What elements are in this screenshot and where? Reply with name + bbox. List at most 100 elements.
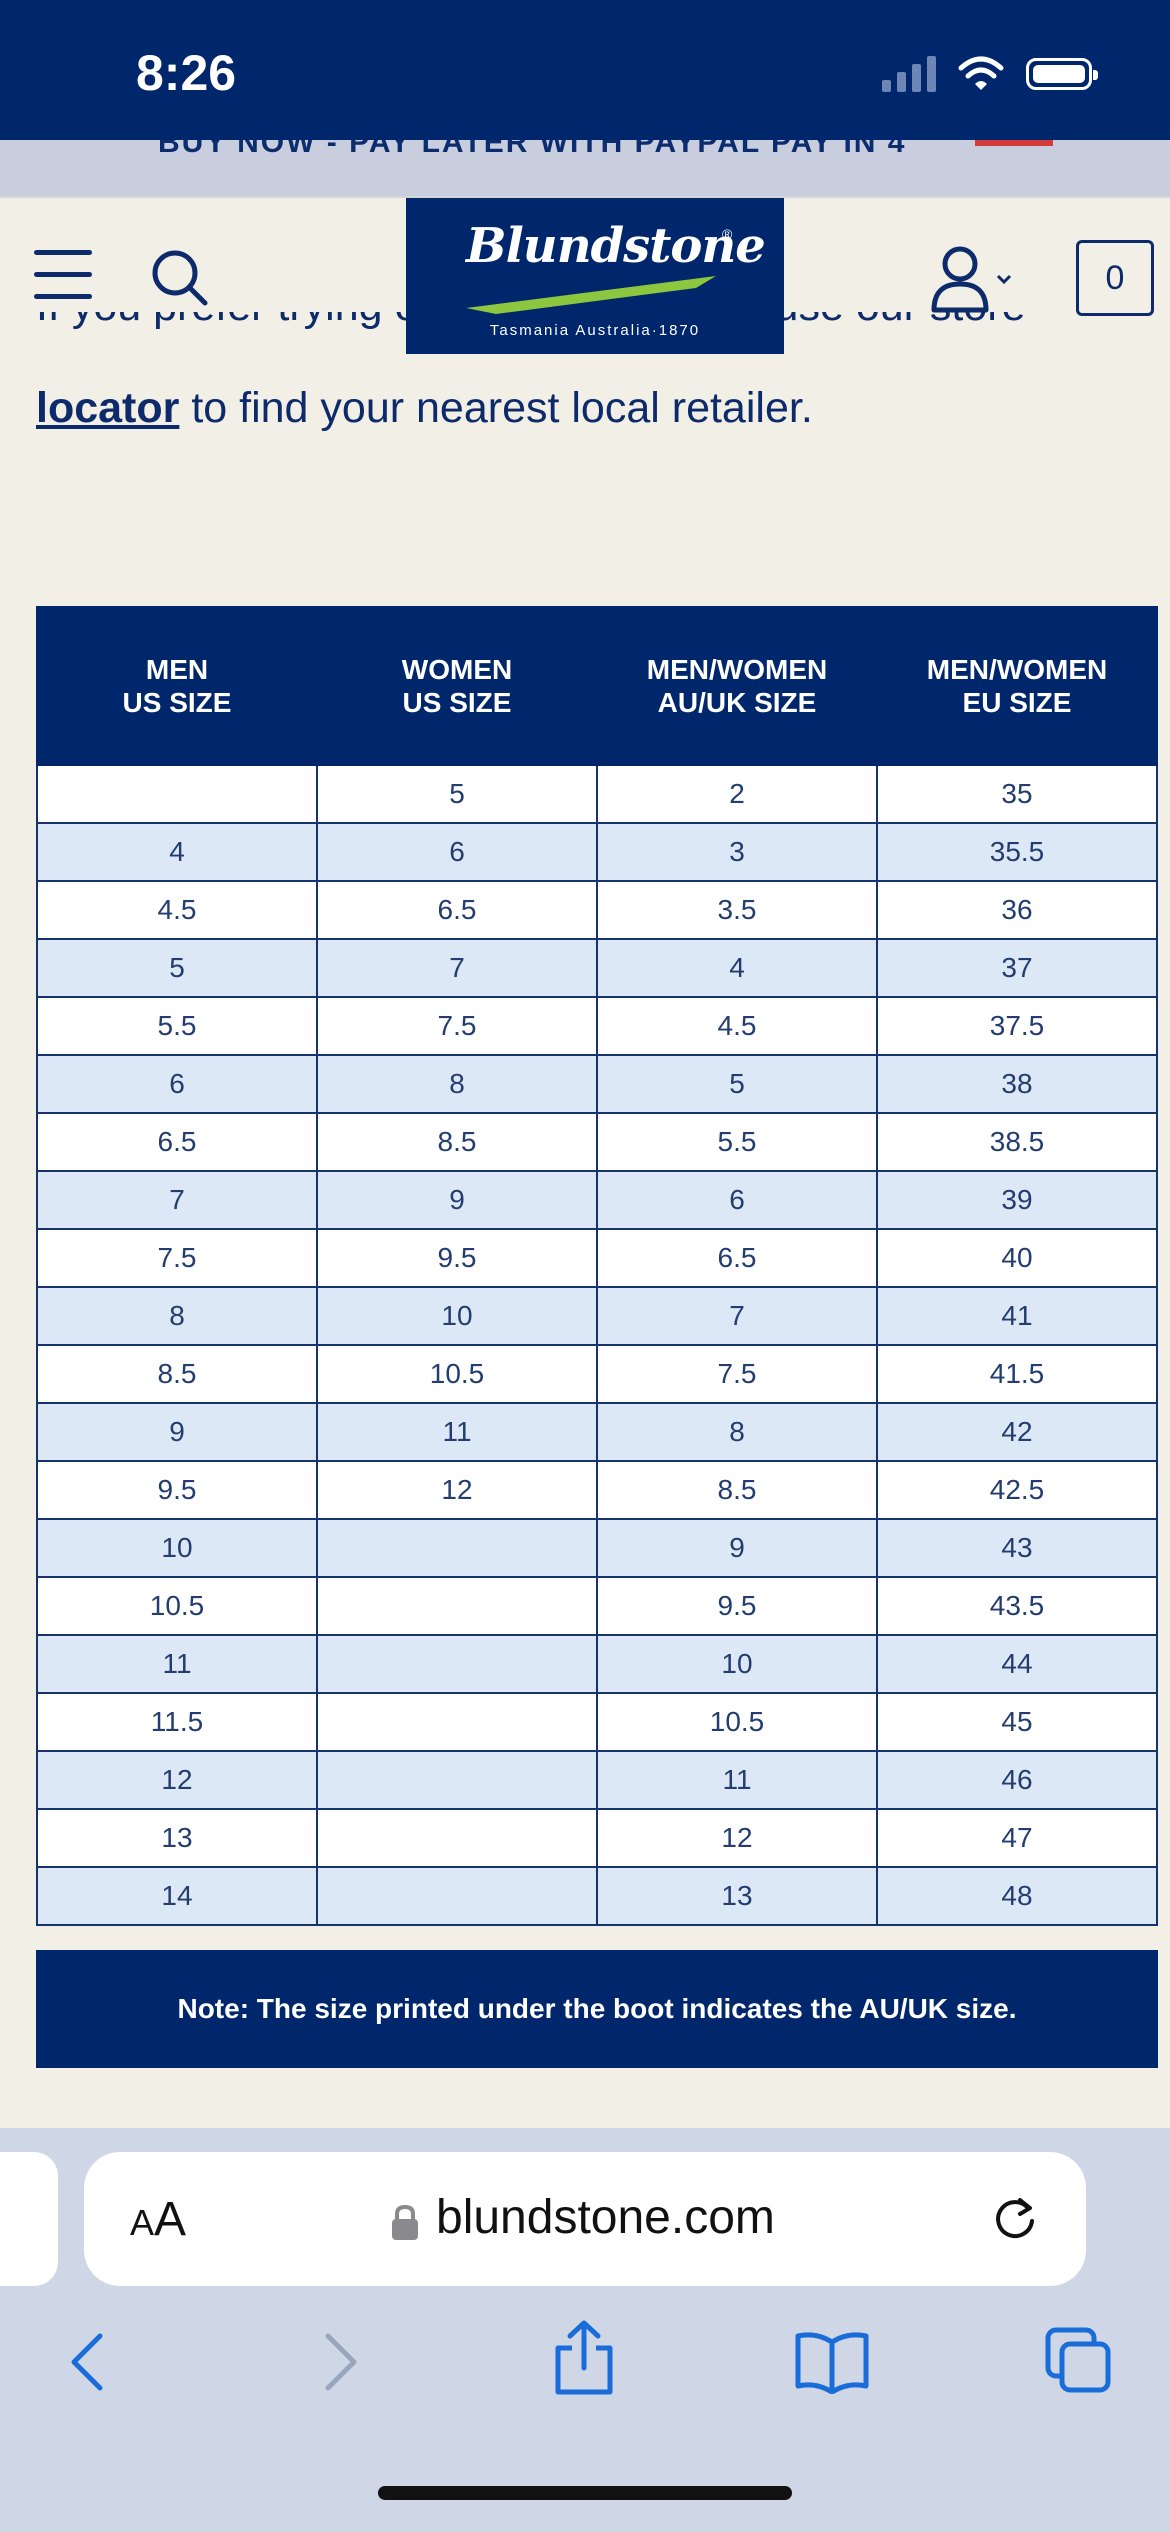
cell-au-uk: 8 xyxy=(596,1402,878,1462)
cell-women-us xyxy=(316,1518,598,1578)
status-bar: 8:26 xyxy=(0,0,1170,140)
promo-text: BUY NOW - PAY LATER WITH PAYPAL PAY IN 4 xyxy=(158,140,907,159)
cell-eu: 44 xyxy=(876,1634,1158,1694)
status-icons xyxy=(882,56,1098,92)
back-icon[interactable] xyxy=(64,2330,112,2394)
table-row: 4.5 6.5 3.5 36 xyxy=(36,880,1158,940)
cell-women-us: 6 xyxy=(316,822,598,882)
cell-au-uk: 9 xyxy=(596,1518,878,1578)
search-icon[interactable] xyxy=(150,248,208,306)
cell-women-us: 6.5 xyxy=(316,880,598,940)
cell-women-us xyxy=(316,1634,598,1694)
cell-eu: 41 xyxy=(876,1286,1158,1346)
cell-au-uk: 11 xyxy=(596,1750,878,1810)
address-bar[interactable] xyxy=(84,2152,1086,2286)
table-row: 8.5 10.5 7.5 41.5 xyxy=(36,1344,1158,1404)
cell-eu: 36 xyxy=(876,880,1158,940)
menu-icon[interactable] xyxy=(34,250,92,300)
cell-women-us: 11 xyxy=(316,1402,598,1462)
cell-women-us: 10.5 xyxy=(316,1344,598,1404)
cell-eu: 39 xyxy=(876,1170,1158,1230)
logo-tagline: Tasmania Australia·1870 xyxy=(489,322,701,339)
cellular-signal-icon xyxy=(882,56,936,92)
cell-women-us: 9.5 xyxy=(316,1228,598,1288)
cell-men-us: 9 xyxy=(36,1402,318,1462)
reader-aa-button[interactable]: AA xyxy=(130,2193,187,2246)
cell-men-us: 4 xyxy=(36,822,318,882)
url-text[interactable]: blundstone.com xyxy=(436,2191,775,2244)
table-row: 9.5 12 8.5 42.5 xyxy=(36,1460,1158,1520)
table-row: 5 2 35 xyxy=(36,764,1158,824)
bookmarks-icon[interactable] xyxy=(794,2330,870,2394)
tabs-icon[interactable] xyxy=(1044,2326,1114,2396)
cell-eu: 38 xyxy=(876,1054,1158,1114)
cell-women-us xyxy=(316,1692,598,1752)
cell-au-uk: 4.5 xyxy=(596,996,878,1056)
table-row: 6.5 8.5 5.5 38.5 xyxy=(36,1112,1158,1172)
cell-eu: 37 xyxy=(876,938,1158,998)
cell-au-uk: 5.5 xyxy=(596,1112,878,1172)
cell-eu: 47 xyxy=(876,1808,1158,1868)
cell-women-us: 8.5 xyxy=(316,1112,598,1172)
table-header-row: MEN US SIZE WOMEN US SIZE MEN/WOMEN AU/UK S… xyxy=(36,606,1158,766)
cell-men-us: 10.5 xyxy=(36,1576,318,1636)
cell-men-us: 11 xyxy=(36,1634,318,1694)
battery-icon xyxy=(1026,58,1098,90)
header-men-us: MEN US SIZE xyxy=(36,606,318,766)
cell-eu: 38.5 xyxy=(876,1112,1158,1172)
cell-men-us: 5.5 xyxy=(36,996,318,1056)
cell-au-uk: 4 xyxy=(596,938,878,998)
previous-tab-pill[interactable] xyxy=(0,2152,58,2286)
account-icon[interactable] xyxy=(930,244,1016,314)
cart-button[interactable]: 0 xyxy=(1076,240,1154,316)
cell-men-us: 6.5 xyxy=(36,1112,318,1172)
cell-men-us: 8.5 xyxy=(36,1344,318,1404)
table-row: 8 10 7 41 xyxy=(36,1286,1158,1346)
cell-men-us: 9.5 xyxy=(36,1460,318,1520)
forward-icon[interactable] xyxy=(316,2330,364,2394)
cell-eu: 46 xyxy=(876,1750,1158,1810)
cell-au-uk: 5 xyxy=(596,1054,878,1114)
header-women-us: WOMEN US SIZE xyxy=(316,606,598,766)
table-row: 4 6 3 35.5 xyxy=(36,822,1158,882)
share-icon[interactable] xyxy=(552,2320,616,2396)
table-row: 12 11 46 xyxy=(36,1750,1158,1810)
cell-eu: 37.5 xyxy=(876,996,1158,1056)
table-row: 6 8 5 38 xyxy=(36,1054,1158,1114)
cell-eu: 48 xyxy=(876,1866,1158,1926)
cell-women-us: 7 xyxy=(316,938,598,998)
cell-au-uk: 3 xyxy=(596,822,878,882)
cell-men-us: 14 xyxy=(36,1866,318,1926)
cell-women-us: 12 xyxy=(316,1460,598,1520)
cell-au-uk: 12 xyxy=(596,1808,878,1868)
size-note: Note: The size printed under the boot in… xyxy=(36,1950,1158,2068)
cell-au-uk: 2 xyxy=(596,764,878,824)
cell-men-us: 7 xyxy=(36,1170,318,1230)
cell-women-us xyxy=(316,1576,598,1636)
cell-men-us: 4.5 xyxy=(36,880,318,940)
cell-eu: 42 xyxy=(876,1402,1158,1462)
cell-au-uk: 10 xyxy=(596,1634,878,1694)
cell-women-us: 8 xyxy=(316,1054,598,1114)
cell-women-us xyxy=(316,1866,598,1926)
cell-au-uk: 7 xyxy=(596,1286,878,1346)
cell-women-us: 10 xyxy=(316,1286,598,1346)
cell-men-us: 7.5 xyxy=(36,1228,318,1288)
reload-icon[interactable] xyxy=(990,2194,1040,2244)
cell-eu: 45 xyxy=(876,1692,1158,1752)
cell-women-us: 9 xyxy=(316,1170,598,1230)
cell-men-us: 10 xyxy=(36,1518,318,1578)
cell-eu: 35 xyxy=(876,764,1158,824)
cell-au-uk: 10.5 xyxy=(596,1692,878,1752)
cell-men-us: 8 xyxy=(36,1286,318,1346)
intro-line-2: locator to find your nearest local retai… xyxy=(36,384,813,433)
cell-eu: 40 xyxy=(876,1228,1158,1288)
promo-banner[interactable]: BUY NOW - PAY LATER WITH PAYPAL PAY IN 4 xyxy=(0,140,1170,196)
wifi-icon xyxy=(958,56,1004,90)
table-row: 11.5 10.5 45 xyxy=(36,1692,1158,1752)
store-locator-link[interactable]: locator xyxy=(36,384,180,432)
cell-eu: 35.5 xyxy=(876,822,1158,882)
size-chart-table: MEN US SIZE WOMEN US SIZE MEN/WOMEN AU/UK S… xyxy=(36,606,1158,1926)
blundstone-logo[interactable]: Blundstone ® Tasmania Australia·1870 xyxy=(406,198,784,354)
table-row: 10 9 43 xyxy=(36,1518,1158,1578)
